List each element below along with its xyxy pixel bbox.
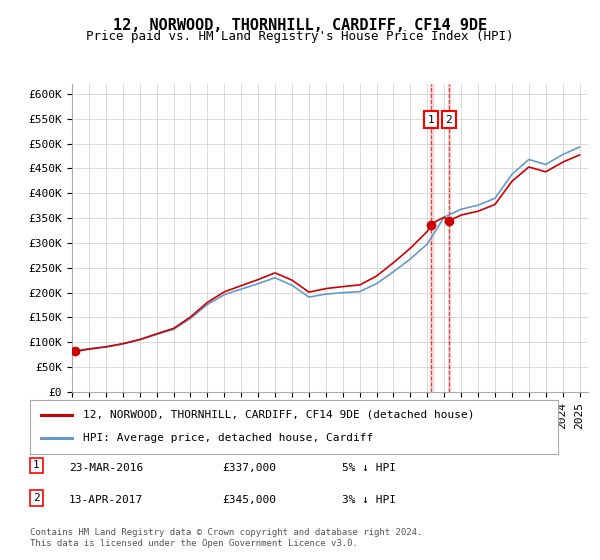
Text: 1: 1	[428, 115, 434, 125]
Text: 5% ↓ HPI: 5% ↓ HPI	[342, 463, 396, 473]
Bar	[448, 84, 450, 392]
Text: £337,000: £337,000	[222, 463, 276, 473]
Text: 3% ↓ HPI: 3% ↓ HPI	[342, 495, 396, 505]
Text: 2: 2	[33, 493, 40, 503]
Text: 23-MAR-2016: 23-MAR-2016	[69, 463, 143, 473]
Text: 12, NORWOOD, THORNHILL, CARDIFF, CF14 9DE (detached house): 12, NORWOOD, THORNHILL, CARDIFF, CF14 9D…	[83, 410, 475, 420]
Text: Contains HM Land Registry data © Crown copyright and database right 2024.
This d: Contains HM Land Registry data © Crown c…	[30, 528, 422, 548]
Text: Price paid vs. HM Land Registry's House Price Index (HPI): Price paid vs. HM Land Registry's House …	[86, 30, 514, 43]
Text: 12, NORWOOD, THORNHILL, CARDIFF, CF14 9DE: 12, NORWOOD, THORNHILL, CARDIFF, CF14 9D…	[113, 18, 487, 33]
Text: HPI: Average price, detached house, Cardiff: HPI: Average price, detached house, Card…	[83, 433, 373, 443]
Bar	[430, 84, 433, 392]
Text: 2: 2	[446, 115, 452, 125]
Text: £345,000: £345,000	[222, 495, 276, 505]
Text: 13-APR-2017: 13-APR-2017	[69, 495, 143, 505]
Text: 1: 1	[33, 460, 40, 470]
